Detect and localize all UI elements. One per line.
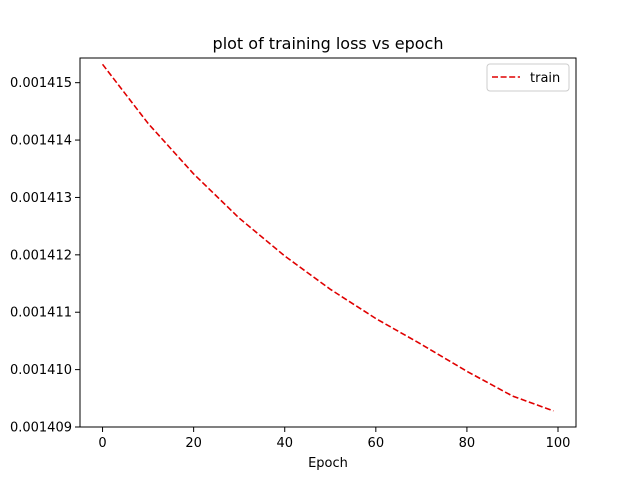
series-line-train — [101, 63, 554, 412]
y-tick-label: 0.001410 — [10, 363, 72, 378]
y-tick-label: 0.001415 — [10, 76, 72, 91]
x-tick-label: 100 — [546, 436, 571, 451]
y-axis: 0.001409 0.001410 0.001411 0.001412 0.001413… — [10, 76, 80, 436]
legend: train — [486, 63, 570, 92]
y-tick-label: 0.001414 — [10, 134, 72, 149]
x-tick-label: 60 — [368, 436, 385, 451]
y-tick-label: 0.001411 — [10, 306, 72, 321]
legend-box — [486, 63, 570, 92]
series-layer — [101, 63, 554, 412]
x-tick-label: 80 — [459, 436, 476, 451]
chart-title: plot of training loss vs epoch — [213, 34, 444, 53]
plot-area — [79, 57, 577, 428]
y-tick-label: 0.001413 — [10, 191, 72, 206]
x-tick-label: 20 — [185, 436, 202, 451]
x-axis-label: Epoch — [308, 456, 348, 471]
x-tick-label: 0 — [98, 436, 106, 451]
legend-label-train: train — [530, 71, 560, 86]
x-tick-label: 40 — [276, 436, 293, 451]
y-tick-label: 0.001409 — [10, 421, 72, 436]
y-tick-label: 0.001412 — [10, 248, 72, 263]
x-axis: 0 20 40 60 80 100 — [98, 427, 570, 451]
axes-frame — [79, 57, 577, 428]
